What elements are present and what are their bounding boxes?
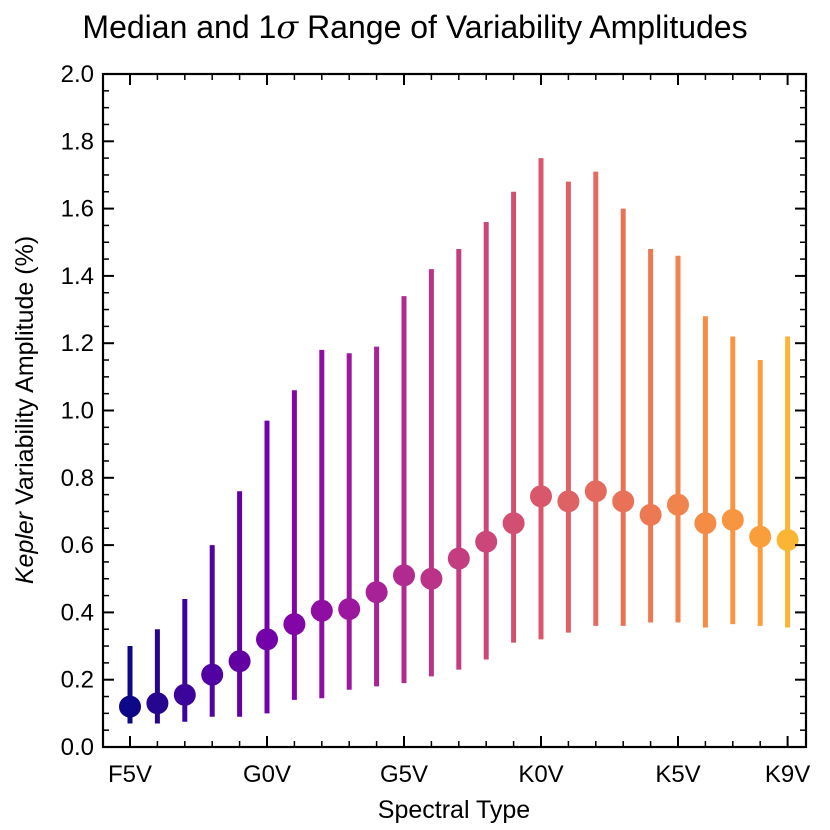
- y-tick-label-6: 1.2: [61, 330, 94, 357]
- y-tick-label-10: 2.0: [61, 61, 94, 88]
- x-axis-label: Spectral Type: [378, 796, 530, 824]
- median-point-0: [119, 695, 141, 718]
- median-point-18: [612, 490, 635, 513]
- y-tick-label-2: 0.4: [61, 599, 94, 626]
- x-tick-label-0: F5V: [108, 761, 152, 788]
- chart-marks: [119, 158, 799, 724]
- median-point-10: [393, 564, 415, 587]
- x-axis: F5V G0V G5V K0V K5V K9V: [108, 74, 810, 788]
- median-point-3: [201, 663, 224, 686]
- y-tick-label-7: 1.4: [61, 263, 94, 290]
- median-point-14: [502, 512, 525, 535]
- y-tick-label-3: 0.6: [61, 532, 94, 559]
- median-point-16: [557, 490, 580, 513]
- median-point-5: [256, 628, 278, 651]
- median-point-17: [584, 480, 607, 503]
- x-tick-label-4: K5V: [655, 761, 700, 788]
- median-point-7: [310, 599, 333, 622]
- chart-title: Median and 1σ Range of Variability Ampli…: [0, 8, 830, 46]
- median-point-13: [475, 530, 498, 553]
- median-point-11: [420, 567, 443, 590]
- x-tick-label-5: K9V: [765, 761, 810, 788]
- median-point-1: [146, 692, 169, 715]
- y-tick-label-1: 0.2: [61, 667, 94, 694]
- y-axis: 0.0 0.2 0.4 0.6 0.8 1.0 1.2 1.4 1.6 1.8 2.0: [61, 61, 806, 761]
- x-tick-label-2: G5V: [380, 761, 428, 788]
- y-tick-label-9: 1.8: [61, 128, 94, 155]
- median-point-20: [667, 493, 689, 516]
- y-tick-label-8: 1.6: [61, 196, 94, 223]
- y-tick-label-0: 0.0: [61, 734, 94, 761]
- median-point-12: [447, 547, 470, 570]
- median-point-15: [530, 485, 552, 508]
- y-tick-label-5: 1.0: [61, 398, 94, 425]
- chart-title-sigma: σ: [276, 8, 299, 46]
- x-tick-label-3: K0V: [518, 761, 563, 788]
- median-point-21: [694, 512, 717, 535]
- median-point-8: [338, 598, 361, 621]
- median-point-6: [283, 613, 306, 636]
- y-axis-label-italic: Kepler: [11, 510, 39, 584]
- median-point-19: [639, 503, 662, 526]
- median-point-9: [365, 581, 388, 604]
- chart-title-suffix: Range of Variability Amplitudes: [298, 9, 748, 45]
- y-axis-label-rest: Variability Amplitude (%): [11, 236, 39, 512]
- y-tick-label-4: 0.8: [61, 465, 94, 492]
- y-axis-label: Kepler Variability Amplitude (%): [11, 236, 39, 584]
- median-point-2: [173, 683, 196, 706]
- median-point-22: [721, 508, 744, 531]
- plot-frame: [101, 72, 808, 749]
- chart-title-prefix: Median and 1: [82, 9, 277, 45]
- median-point-23: [749, 525, 772, 548]
- x-tick-label-1: G0V: [243, 761, 291, 788]
- median-point-4: [228, 650, 251, 673]
- median-point-24: [776, 529, 799, 552]
